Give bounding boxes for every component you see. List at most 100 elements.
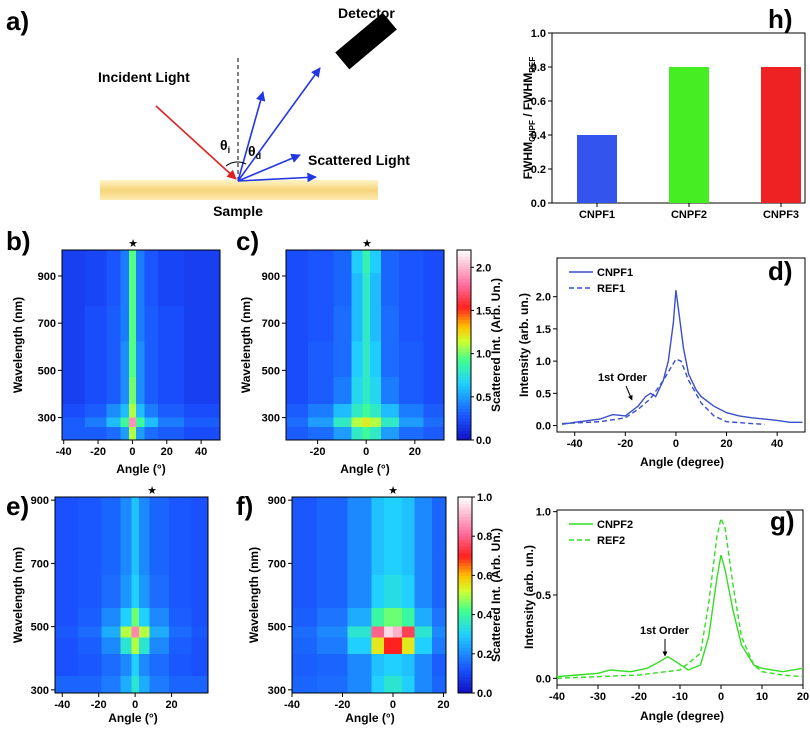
colorbar-segment (458, 546, 472, 550)
x-tick-label: -40 (54, 699, 70, 711)
heatmap-cell (131, 607, 140, 627)
x-tick-label: 20 (165, 699, 177, 711)
colorbar-segment (457, 436, 471, 441)
heatmap-cell (307, 272, 334, 306)
colorbar-segment (457, 332, 471, 336)
heatmap-cell (183, 416, 221, 427)
heatmap-cell (351, 272, 364, 306)
heatmap-cell (144, 403, 159, 418)
colorbar-segment (458, 575, 472, 580)
colorbar-tick-label: 1.0 (476, 349, 491, 361)
heatmap-cell (286, 340, 309, 377)
y-axis-title: FWHMCNPF / FWHMREF (521, 57, 537, 180)
x-tick-label: CNPF1 (579, 209, 615, 221)
heatmap-cell (362, 376, 371, 404)
heatmap-cell (183, 305, 221, 342)
annotation-arrow (625, 385, 633, 401)
heatmap-cell (392, 607, 403, 627)
heatmap-cell (392, 653, 403, 677)
heatmap-cell (101, 675, 122, 694)
heatmap-cell (128, 426, 137, 441)
y-axis-title: Intensity (arb. un.) (522, 545, 536, 649)
heatmap-cell (144, 376, 159, 404)
heatmap-cell (106, 272, 121, 306)
heatmap-cell (55, 574, 79, 609)
heatmap-cell (120, 272, 130, 306)
heatmap-cell (292, 653, 318, 677)
colorbar-segment (457, 250, 471, 254)
y-tick-label: 500 (268, 622, 286, 634)
heatmap-cell (85, 403, 108, 418)
heatmap-cell (392, 497, 403, 533)
colorbar-segment (458, 572, 472, 576)
heatmap-cell (369, 250, 382, 273)
colorbar-segment (457, 379, 471, 384)
colorbar-segment (457, 427, 471, 431)
colorbar-segment (457, 364, 471, 368)
heatmap-cell (131, 497, 140, 533)
heatmap-cell (317, 675, 349, 694)
colorbar-tick-label: 0.0 (477, 688, 492, 700)
colorbar-segment (457, 313, 471, 317)
y-tick-label: 500 (262, 365, 280, 377)
heatmap-cell (138, 531, 151, 575)
heatmap-cell (101, 531, 122, 575)
colorbar-segment (457, 417, 471, 422)
x-tick-label: CNPF3 (763, 209, 799, 221)
heatmap-cell (55, 675, 79, 694)
line-series (556, 515, 804, 679)
x-tick-label: -20 (90, 446, 106, 458)
x-tick-label: 20 (409, 446, 421, 458)
x-axis-title: Angle (°) (116, 462, 165, 476)
colorbar-segment (457, 392, 471, 397)
x-tick-label: 20 (437, 699, 449, 711)
colorbar-segment (457, 300, 471, 305)
heatmap-cell (423, 250, 445, 273)
peak-marker: ★ (147, 485, 157, 497)
y-tick-label: 0.8 (531, 62, 546, 74)
heatmap-cell (286, 426, 309, 441)
heatmap-cell (384, 636, 394, 654)
incident-arrow (155, 105, 237, 180)
heatmap-cell (423, 272, 445, 306)
colorbar-title: Scattered Int. (Arb. Un.) (489, 528, 503, 662)
heatmap-cell (149, 497, 170, 533)
heatmap-cell (351, 416, 364, 427)
heatmap-cell (317, 625, 349, 638)
panel-label: e) (6, 491, 29, 521)
heatmap-cell (414, 636, 433, 654)
colorbar-segment (458, 591, 472, 596)
colorbar-segment (458, 670, 472, 674)
heatmap-cell (384, 607, 394, 627)
heatmap-cell (62, 340, 86, 377)
colorbar-segment (458, 503, 472, 508)
heatmap-cell (128, 416, 137, 427)
heatmap-cell (423, 340, 445, 377)
colorbar-segment (457, 272, 471, 276)
colorbar-segment (457, 297, 471, 302)
heatmap-cell (369, 403, 382, 418)
heatmap-cell (144, 416, 159, 427)
heatmap-cell (183, 340, 221, 377)
legend-label: REF1 (597, 283, 625, 295)
colorbar-title: Scattered Int. (Arb. Un.) (489, 278, 503, 412)
heatmap-cell (432, 625, 447, 638)
colorbar-segment (457, 294, 471, 298)
colorbar-segment (457, 291, 471, 295)
heatmap-cell (191, 497, 209, 533)
colorbar-segment (458, 666, 472, 671)
heatmap-cell (423, 416, 445, 427)
heatmap-cell (392, 531, 403, 575)
colorbar-segment (458, 657, 472, 661)
x-tick-label: 20 (161, 446, 173, 458)
heatmap-cell (183, 376, 221, 404)
heatmap-cell (392, 675, 403, 694)
heatmap-cell (307, 340, 334, 377)
colorbar-segment (457, 354, 471, 359)
y-tick-label: 0.6 (531, 96, 546, 108)
heatmap-cell (135, 272, 145, 306)
colorbar-segment (458, 523, 472, 527)
colorbar-segment (457, 389, 471, 393)
legend-label: CNPF1 (597, 267, 633, 279)
angle-arc (225, 161, 239, 167)
